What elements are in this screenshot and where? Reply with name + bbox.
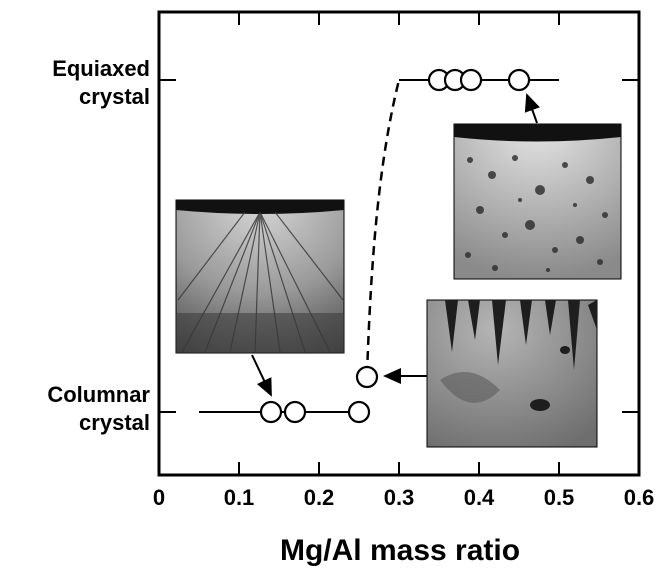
y-label-columnar-line2: crystal	[79, 410, 150, 435]
arrow-to-0.45	[524, 93, 540, 124]
arrow-to-0.14	[251, 354, 272, 397]
point-0.39	[459, 68, 483, 92]
inset-columnar-micrograph-2	[426, 299, 598, 448]
x-axis-title: Mg/Al mass ratio	[280, 534, 520, 567]
y-label-columnar-line1: Columnar	[47, 382, 150, 407]
point-0.26	[355, 365, 379, 389]
y-tick-marks	[160, 79, 638, 413]
x-tick-label-0.5: 0.5	[544, 485, 575, 510]
point-0.45	[507, 68, 531, 92]
point-0.14	[259, 400, 283, 424]
y-category-labels: Equiaxed crystal Columnar crystal	[47, 56, 150, 435]
inset-arrows	[251, 93, 540, 397]
point-0.17	[283, 400, 307, 424]
inset-equiaxed-micrograph	[453, 123, 622, 280]
x-tick-labels: 0 0.1 0.2 0.3 0.4 0.5 0.6	[153, 485, 654, 510]
y-label-equiaxed-line2: crystal	[79, 84, 150, 109]
inset-columnar-micrograph-1	[175, 199, 345, 354]
x-tick-label-0.2: 0.2	[304, 485, 335, 510]
x-tick-label-0: 0	[153, 485, 165, 510]
x-tick-label-0.1: 0.1	[224, 485, 255, 510]
x-tick-marks	[158, 12, 640, 475]
data-markers	[259, 68, 531, 424]
x-tick-label-0.6: 0.6	[624, 485, 655, 510]
transition-dashed-line	[365, 79, 401, 376]
x-tick-label-0.4: 0.4	[464, 485, 495, 510]
point-0.25	[347, 400, 371, 424]
x-tick-label-0.3: 0.3	[384, 485, 415, 510]
y-label-equiaxed-line1: Equiaxed	[52, 56, 150, 81]
